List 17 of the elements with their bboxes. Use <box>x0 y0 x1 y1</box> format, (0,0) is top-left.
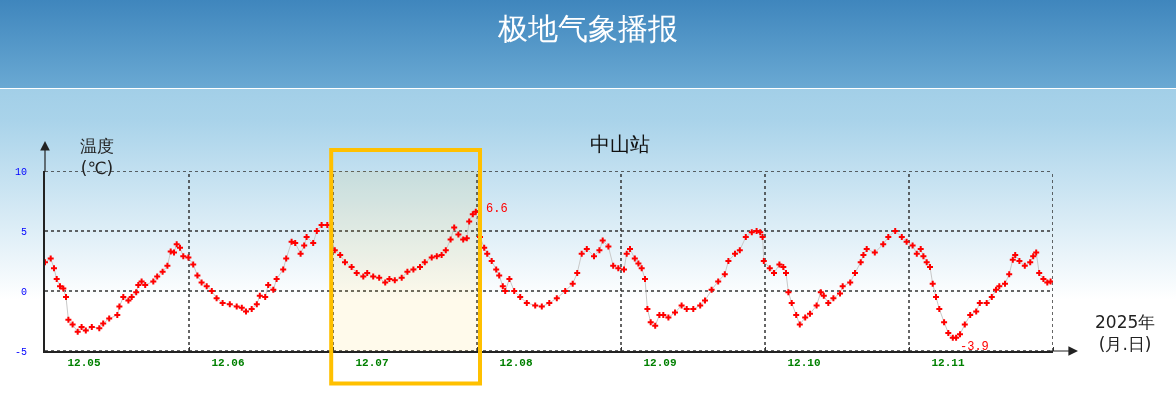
y-tick-label: 0 <box>20 286 27 298</box>
x-tick-label: 12.08 <box>499 357 533 370</box>
x-tick-label: 12.05 <box>67 357 101 370</box>
y-tick-label: 10 <box>14 166 27 178</box>
chart-title: 极地气象播报 <box>497 10 678 46</box>
annotation: -3.9 <box>960 340 989 354</box>
x-tick-label: 12.07 <box>355 357 389 370</box>
x-axis-title: 2025年 (月.日) <box>1095 312 1156 355</box>
annotation: 6.6 <box>486 202 508 216</box>
x-tick-label: 12.06 <box>211 357 245 370</box>
x-tick-label: 12.09 <box>643 357 677 370</box>
x-tick-label: 12.11 <box>931 357 965 370</box>
y-axis-title: 温度 (℃) <box>80 136 114 179</box>
x-tick-label: 12.10 <box>787 357 821 370</box>
chart-subtitle: 中山站 <box>590 132 650 156</box>
y-tick-label: -5 <box>14 346 27 358</box>
y-tick-label: 5 <box>20 226 27 238</box>
